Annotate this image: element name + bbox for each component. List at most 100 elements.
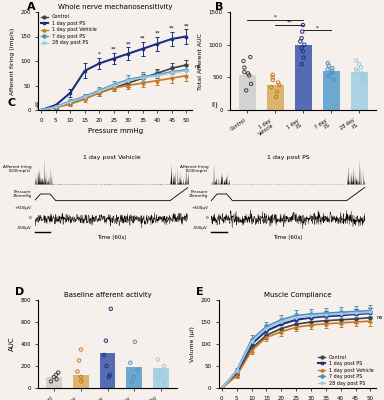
Point bbox=[76, 357, 82, 364]
Bar bbox=[351, 72, 368, 110]
Text: ns: ns bbox=[195, 64, 201, 69]
Text: **: ** bbox=[169, 26, 174, 31]
Bar bbox=[99, 353, 116, 388]
Point bbox=[300, 22, 306, 28]
Legend: Control, 1 day post PS, 1 day post Vehicle, 7 day post PS, 28 day post PS: Control, 1 day post PS, 1 day post Vehic… bbox=[41, 14, 97, 45]
Point bbox=[360, 78, 366, 84]
Point bbox=[353, 66, 359, 73]
Point bbox=[270, 72, 276, 78]
Bar bbox=[267, 85, 284, 110]
Text: 1 day post PS: 1 day post PS bbox=[266, 154, 310, 160]
Point bbox=[331, 77, 337, 83]
Point bbox=[107, 372, 113, 378]
Text: -500µV: -500µV bbox=[193, 226, 208, 230]
Point bbox=[274, 88, 280, 95]
Text: +500µV: +500µV bbox=[191, 206, 208, 210]
Point bbox=[74, 368, 81, 375]
Text: Pressure
25mmHg: Pressure 25mmHg bbox=[189, 190, 208, 198]
Text: B: B bbox=[215, 2, 223, 12]
Point bbox=[78, 374, 84, 380]
Text: Time (60s): Time (60s) bbox=[273, 235, 303, 240]
Y-axis label: Afferent firing (imp/s): Afferent firing (imp/s) bbox=[10, 27, 15, 95]
Text: ns: ns bbox=[376, 315, 383, 320]
Point bbox=[275, 79, 281, 86]
Bar bbox=[153, 368, 169, 388]
Point bbox=[161, 378, 167, 385]
Text: 1 day post Vehicle: 1 day post Vehicle bbox=[83, 154, 140, 160]
Point bbox=[356, 61, 362, 68]
Text: C: C bbox=[8, 98, 16, 108]
Point bbox=[101, 352, 107, 358]
Y-axis label: Total Afferent AUC: Total Afferent AUC bbox=[198, 32, 203, 90]
Bar bbox=[73, 375, 89, 388]
Point bbox=[297, 38, 303, 44]
Text: *: * bbox=[98, 52, 101, 57]
Point bbox=[273, 94, 279, 100]
Point bbox=[51, 374, 57, 380]
Point bbox=[299, 61, 305, 68]
Text: Time (60s): Time (60s) bbox=[97, 235, 126, 240]
Point bbox=[78, 346, 84, 353]
Point bbox=[158, 367, 164, 374]
Point bbox=[358, 64, 364, 71]
Bar bbox=[239, 75, 256, 110]
Point bbox=[325, 60, 331, 66]
Text: -500µV: -500µV bbox=[17, 226, 31, 230]
Point bbox=[301, 42, 307, 48]
Text: **: ** bbox=[140, 36, 146, 41]
Point bbox=[241, 69, 247, 75]
Point bbox=[55, 370, 61, 376]
Point bbox=[246, 72, 252, 78]
Point bbox=[156, 374, 162, 380]
Text: *: * bbox=[274, 15, 277, 20]
Point bbox=[360, 74, 366, 80]
Point bbox=[329, 65, 335, 71]
Bar bbox=[323, 71, 340, 110]
Point bbox=[129, 378, 135, 385]
Point bbox=[53, 376, 60, 382]
Point bbox=[134, 367, 141, 374]
Text: ii): ii) bbox=[211, 101, 218, 108]
Text: Pressure
25mmHg: Pressure 25mmHg bbox=[12, 190, 31, 198]
Text: **: ** bbox=[126, 41, 131, 46]
Point bbox=[127, 360, 133, 366]
Point bbox=[268, 84, 274, 90]
Point bbox=[155, 356, 161, 362]
Text: E: E bbox=[196, 287, 204, 297]
Point bbox=[131, 374, 137, 380]
Point bbox=[300, 48, 306, 54]
Point bbox=[328, 70, 334, 76]
Point bbox=[329, 68, 335, 74]
Point bbox=[270, 74, 276, 80]
Text: 0: 0 bbox=[29, 216, 31, 220]
Text: Afferent firing
(100imp/s): Afferent firing (100imp/s) bbox=[3, 165, 31, 173]
Point bbox=[324, 66, 331, 73]
Point bbox=[132, 338, 138, 345]
Bar bbox=[295, 45, 312, 110]
Y-axis label: AUC: AUC bbox=[9, 337, 15, 351]
X-axis label: Pressure mmHg: Pressure mmHg bbox=[88, 128, 143, 134]
Text: **: ** bbox=[111, 47, 116, 52]
Point bbox=[48, 378, 54, 385]
Point bbox=[301, 54, 307, 61]
Legend: Control, 1 day post PS, 1 day post Vehicle, 7 day post PS, 28 day post PS: Control, 1 day post PS, 1 day post Vehic… bbox=[318, 355, 374, 386]
Point bbox=[106, 374, 112, 380]
Bar bbox=[46, 377, 62, 388]
Point bbox=[247, 54, 253, 60]
Point bbox=[270, 77, 276, 83]
Point bbox=[78, 378, 84, 385]
Text: D: D bbox=[15, 287, 25, 297]
Title: Muscle Compliance: Muscle Compliance bbox=[264, 292, 331, 298]
Point bbox=[240, 58, 247, 64]
Text: +500µV: +500µV bbox=[15, 206, 31, 210]
Point bbox=[276, 82, 282, 88]
Point bbox=[326, 73, 332, 79]
Point bbox=[241, 64, 247, 71]
Y-axis label: Volume (μl): Volume (μl) bbox=[190, 326, 195, 362]
Point bbox=[103, 338, 109, 344]
Point bbox=[108, 306, 114, 312]
Point bbox=[299, 28, 305, 35]
Point bbox=[53, 372, 59, 378]
Text: i): i) bbox=[35, 101, 39, 108]
Point bbox=[353, 57, 359, 64]
